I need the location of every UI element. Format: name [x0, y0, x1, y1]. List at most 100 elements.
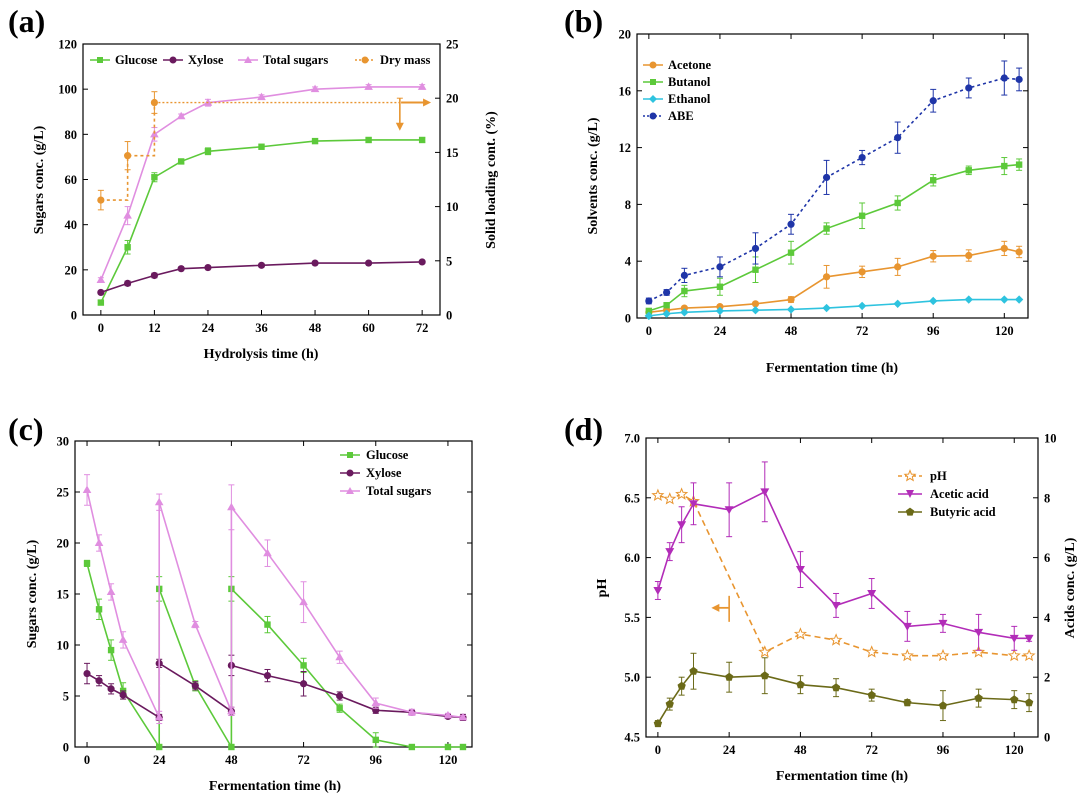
panel-b-ytick-label: 4 [625, 255, 632, 269]
panel-b-abe-point [1000, 74, 1008, 82]
panel-d-ytick-label: 7.0 [624, 432, 640, 446]
panel-b-frame [636, 33, 1029, 319]
panel-d-acetic-acid-point [974, 628, 984, 637]
panel-b-butanol-point [681, 287, 688, 295]
legend-marker-acetone [649, 61, 657, 69]
panel-b-abe-point [822, 173, 831, 182]
panel-a-ytick-label: 100 [58, 83, 77, 97]
panel-b-abe-point [716, 263, 724, 271]
panel-c-glucose-point [408, 743, 416, 751]
panel-a-legend: Glucose Xylose Total sugars Dry mass [90, 53, 430, 67]
panel-a-ytick-label: 20 [65, 263, 78, 277]
panel-c-total-sugars-point [154, 712, 164, 721]
panel-a-glucose-point [124, 244, 131, 251]
panel-c-xylose-point [107, 685, 115, 693]
panel-c-total-sugars-point [154, 497, 164, 506]
panel-b-acetone-point [1015, 248, 1023, 256]
panel-c-total-sugars-point [227, 502, 236, 511]
panel-a-total-sugars-point [96, 275, 106, 283]
panel-d-y2tick-label: 2 [1044, 671, 1050, 685]
panel-a-total-sugars-point [123, 211, 132, 219]
panel-b-ethanol-point [893, 299, 902, 308]
panel-b-xlabel: Fermentation time (h) [766, 361, 899, 376]
panel-b-butanol-point [663, 302, 670, 309]
panel-b-xtick-label: 120 [995, 324, 1014, 338]
panel-a-xylose-point [204, 263, 212, 272]
panel-b-ethanol-point [680, 308, 689, 317]
panel-a-ytick-label: 120 [58, 38, 77, 52]
panel-c-xylose-point [83, 669, 91, 678]
panel-b-abe-point [894, 134, 902, 142]
legend-marker-glucose [97, 57, 103, 63]
panel-d-acetic-acid-point [1024, 634, 1034, 643]
panel-a-xylose-point [311, 259, 319, 267]
panel-d-butyric-acid-point [653, 719, 663, 728]
panel-a-xtick-label: 24 [202, 321, 215, 335]
panel-d-ph-point [675, 487, 689, 500]
panel-c-xylose-point [119, 691, 127, 699]
panel-d-acetic-acid-point [665, 548, 675, 557]
panel-c-ytick-label: 0 [63, 741, 69, 755]
legend-label-butyric-acid: Butyric acid [930, 505, 996, 519]
legend-marker-dry-mass [361, 56, 369, 64]
panel-a-total-sugars-point [364, 82, 373, 90]
panel-b-butanol-point [787, 249, 795, 256]
panel-b-acetone-point [858, 268, 866, 276]
panel-a-xlabel: Hydrolysis time (h) [204, 347, 319, 362]
panel-c-xylose-point [263, 672, 272, 680]
panel-d-xtick-label: 0 [655, 743, 661, 757]
panel-a-xylose-point [177, 265, 185, 273]
panel-b-butanol-point [1015, 161, 1023, 168]
panel-c-glucose-point [107, 646, 115, 654]
legend-label-xylose: Xylose [188, 53, 224, 67]
panel-c-total-sugars-point [407, 707, 417, 716]
panel-c-ytick-label: 20 [57, 537, 70, 551]
panel-c-xtick-label: 24 [153, 753, 166, 767]
panel-a-total-sugars-point [417, 82, 427, 90]
panel-d-butyric-acid-point [760, 671, 769, 680]
panel-a-ytick-label: 60 [65, 173, 78, 187]
panel-c-xlabel: Fermentation time (h) [209, 779, 342, 794]
panel-b-xtick-label: 72 [856, 324, 869, 338]
panel-d-butyric-acid-point [1024, 698, 1034, 707]
panel-a-label: (a) [8, 3, 45, 39]
panel-b-butanol-point [716, 283, 724, 290]
panel-d-ph-point [972, 645, 986, 658]
panel-b-legend: Acetone Butanol Ethanol ABE [643, 58, 711, 123]
panel-a-y2tick-label: 10 [446, 200, 459, 214]
panel-b-butanol-point [930, 177, 937, 184]
panel-d-xtick-label: 24 [723, 743, 736, 757]
panel-a-y2tick-label: 5 [446, 254, 452, 268]
panel-a-glucose-point [97, 299, 105, 306]
panel-d-ytick-label: 6.0 [624, 551, 640, 565]
panel-c-total-sugars-point [263, 548, 272, 557]
panel-a-dry-mass-line [100, 102, 156, 201]
panel-d-ph-point [900, 648, 914, 662]
panel-c-glucose-point [300, 662, 307, 669]
panel-d-y2tick-label: 6 [1044, 551, 1050, 565]
panel-a-y2tick-label: 0 [446, 309, 452, 323]
panel-d-ytick-label: 5.0 [624, 671, 640, 685]
legend-label-c-xylose: Xylose [366, 466, 402, 480]
panel-c-xtick-label: 72 [297, 753, 310, 767]
panel-a-xylose-point [418, 258, 426, 266]
panel-b-acetone-point [965, 251, 973, 260]
panel-c-xylose-point [336, 692, 344, 700]
panel-a-xtick-label: 72 [416, 321, 429, 335]
panel-b-acetone-point [680, 304, 688, 312]
panel-d-ph-point [663, 492, 677, 505]
panel-d-ytick-label: 5.5 [624, 611, 640, 625]
panel-d-butyric-acid-point [689, 666, 698, 675]
panel-b-acetone-point [1000, 244, 1008, 253]
panel-d: (d) 0 24 48 72 96 1204.55.05.56.06.57.0024681… [564, 411, 1078, 784]
legend-marker-ph [903, 469, 917, 482]
panel-a-glucose-line [100, 139, 423, 303]
panel-c-ytick-label: 30 [57, 435, 70, 449]
panel-d-acetic-acid-point [938, 619, 948, 628]
panel-b-butanol-point [823, 225, 830, 232]
panel-c-total-sugars-point [227, 706, 236, 715]
panel-b-acetone-point [751, 300, 760, 308]
panel-b-acetone-point [822, 273, 831, 281]
panel-b-butanol-point [645, 307, 653, 315]
